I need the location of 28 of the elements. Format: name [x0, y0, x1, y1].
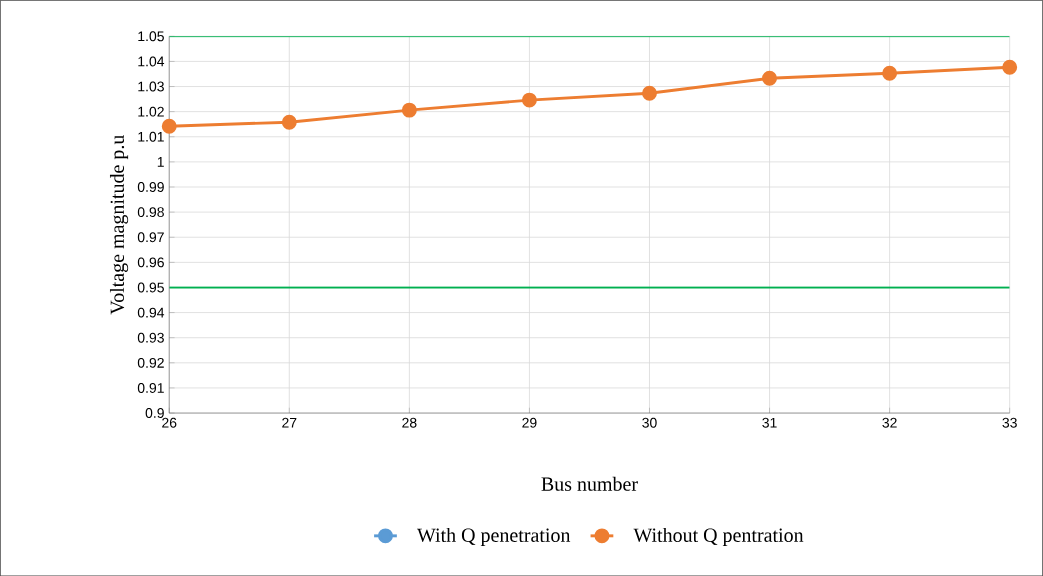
y-tick-label: 1.04 [138, 56, 165, 67]
y-tick-label: 0.99 [137, 181, 164, 192]
y-tick-label: 0.97 [137, 232, 164, 243]
y-tick-label: 0.98 [137, 207, 164, 217]
y-tick-label: 0.94 [137, 307, 165, 318]
y-tick-label: 1.03 [138, 81, 164, 92]
x-tick-label: 31 [762, 417, 777, 428]
x-tick-label: 32 [882, 417, 897, 428]
x-tick-label: 26 [162, 417, 177, 428]
y-tick-label: 1.01 [138, 131, 164, 142]
x-tick-label: 29 [522, 417, 537, 428]
legend-label: Without Q pentration [633, 527, 804, 546]
y-tick-label: 1.02 [138, 106, 164, 117]
y-tick-label: 0.96 [137, 257, 164, 268]
x-tick-label: 28 [402, 417, 417, 428]
x-tick-label: 30 [642, 417, 657, 428]
y-tick-label: 0.93 [137, 332, 164, 343]
y-tick-label: 0.91 [137, 382, 164, 393]
y-tick-label: 0.95 [137, 282, 164, 293]
y-axis-title: Voltage magnitude p.u [109, 134, 129, 315]
y-tick-label: 0.92 [137, 357, 164, 368]
y-tick-label: 1.05 [138, 31, 164, 42]
legend-label: With Q penetration [416, 527, 571, 546]
x-axis-title: Bus number [541, 476, 638, 491]
y-tick-label: 1 [157, 156, 164, 167]
x-tick-label: 33 [1002, 417, 1017, 428]
y-tick-label: 0.9 [145, 407, 164, 418]
x-tick-label: 27 [282, 417, 297, 428]
